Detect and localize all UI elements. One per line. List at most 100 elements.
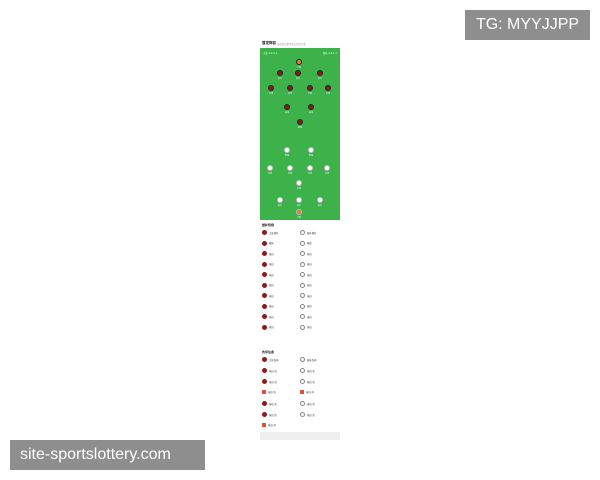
player-avatar-icon (262, 293, 267, 298)
injuries-item[interactable]: 主队伤停 (262, 357, 279, 362)
away-player[interactable] (267, 165, 273, 171)
subs-item[interactable]: 球员 (262, 272, 274, 277)
subs-item[interactable]: 球员 (262, 303, 274, 309)
subs-item[interactable]: 球员 (300, 272, 312, 277)
home-player[interactable] (297, 119, 303, 125)
player-avatar-icon (300, 261, 305, 267)
injuries-item[interactable]: 球员 伤 (300, 412, 315, 417)
item-label: 球员 (269, 263, 274, 266)
injuries-item[interactable]: 球员 伤 (262, 368, 277, 373)
item-label: 球员 伤 (269, 402, 277, 406)
away-player[interactable] (287, 165, 293, 171)
subs-heading: 替补阵容 (262, 223, 275, 227)
watermark-bottom: site-sportslottery.com (10, 440, 205, 470)
home-player[interactable] (308, 104, 314, 110)
home-player[interactable] (325, 85, 331, 91)
player-avatar-icon (300, 293, 305, 298)
item-label: 球员 (269, 284, 274, 287)
subs-item[interactable]: 球员 (262, 251, 274, 256)
player-avatar-icon (300, 368, 305, 373)
player-avatar-icon (300, 324, 305, 330)
home-player[interactable] (268, 85, 274, 91)
injuries-item[interactable]: 客队伤停 (300, 357, 317, 362)
player-name: 中场 (296, 187, 302, 190)
subs-item[interactable]: 教练 (262, 240, 274, 246)
item-label: 球员 (307, 315, 312, 319)
injuries-item[interactable]: 球员 伤 (300, 379, 315, 384)
subs-item[interactable]: 球员 (262, 282, 274, 288)
player-avatar-icon (300, 412, 305, 417)
player-avatar-icon (262, 401, 267, 406)
player-avatar-icon (300, 390, 304, 394)
player-name: 中场 (307, 172, 313, 175)
subs-item[interactable]: 球员 (262, 261, 274, 267)
player-name: 后卫 (277, 77, 283, 80)
player-name: 中场 (325, 92, 331, 95)
home-player[interactable] (317, 70, 323, 76)
player-name: 后卫 (317, 77, 323, 80)
injuries-item[interactable]: 球员 伤 (262, 390, 276, 394)
item-label: 球员 (307, 305, 312, 308)
home-player[interactable] (296, 59, 302, 65)
away-player[interactable] (284, 147, 290, 153)
player-avatar-icon (262, 240, 267, 246)
item-label: 球员 伤 (307, 369, 315, 373)
injuries-item[interactable]: 球员 伤 (300, 368, 315, 373)
player-name: 前锋 (284, 111, 290, 114)
subs-item[interactable]: 球员 (300, 314, 312, 319)
item-label: 球员 (269, 315, 274, 319)
injuries-item[interactable]: 球员 伤 (262, 412, 277, 417)
subs-item[interactable]: 球员 (300, 293, 312, 298)
injuries-item[interactable]: 球员 停 (262, 423, 276, 427)
subs-item[interactable]: 教练 (300, 240, 312, 246)
home-player[interactable] (307, 85, 313, 91)
item-label: 球员 (307, 326, 312, 329)
injuries-item[interactable]: 球员 停 (300, 390, 314, 394)
injuries-item[interactable]: 球员 伤 (300, 401, 315, 406)
item-label: 球员 伤 (269, 380, 277, 384)
away-formation: 客队 4-4-1-1 (322, 52, 337, 55)
bottom-bar (260, 432, 340, 440)
subs-item[interactable]: 球员 (262, 314, 274, 319)
player-name: 前锋 (308, 154, 314, 157)
away-player[interactable] (317, 197, 323, 203)
player-avatar-icon (262, 282, 267, 288)
home-player[interactable] (287, 85, 293, 91)
player-avatar-icon (262, 379, 267, 384)
away-player[interactable] (324, 165, 330, 171)
subs-item[interactable]: 球员 (300, 282, 312, 288)
away-player[interactable] (277, 197, 283, 203)
injuries-item[interactable]: 球员 伤 (262, 401, 277, 406)
item-label: 球员 停 (306, 391, 314, 394)
item-label: 主队伤停 (269, 358, 279, 362)
subs-item[interactable]: 主队替补 (262, 230, 279, 235)
player-avatar-icon (262, 261, 267, 267)
player-name: 前锋 (297, 126, 303, 129)
away-player[interactable] (307, 165, 313, 171)
item-label: 球员 停 (268, 424, 276, 427)
player-avatar-icon (262, 314, 267, 319)
subs-item[interactable]: 球员 (300, 303, 312, 309)
player-name: 中场 (267, 172, 273, 175)
player-name: 门将 (296, 216, 302, 219)
away-player[interactable] (296, 197, 302, 203)
item-label: 客队伤停 (307, 358, 317, 362)
subs-item[interactable]: 球员 (300, 261, 312, 267)
subs-item[interactable]: 球员 (262, 324, 274, 330)
home-player[interactable] (295, 70, 301, 76)
player-name: 后卫 (296, 204, 302, 207)
injuries-item[interactable]: 球员 伤 (262, 379, 277, 384)
home-player[interactable] (284, 104, 290, 110)
player-avatar-icon (300, 314, 305, 319)
player-avatar-icon (300, 379, 305, 384)
subs-item[interactable]: 客队替补 (300, 230, 317, 235)
subs-item[interactable]: 球员 (300, 251, 312, 256)
away-player[interactable] (296, 209, 302, 215)
item-label: 球员 伤 (269, 413, 277, 417)
away-player[interactable] (296, 180, 302, 186)
away-player[interactable] (308, 147, 314, 153)
subs-item[interactable]: 球员 (300, 324, 312, 330)
item-label: 球员 (269, 305, 274, 308)
subs-item[interactable]: 球员 (262, 293, 274, 298)
home-player[interactable] (277, 70, 283, 76)
